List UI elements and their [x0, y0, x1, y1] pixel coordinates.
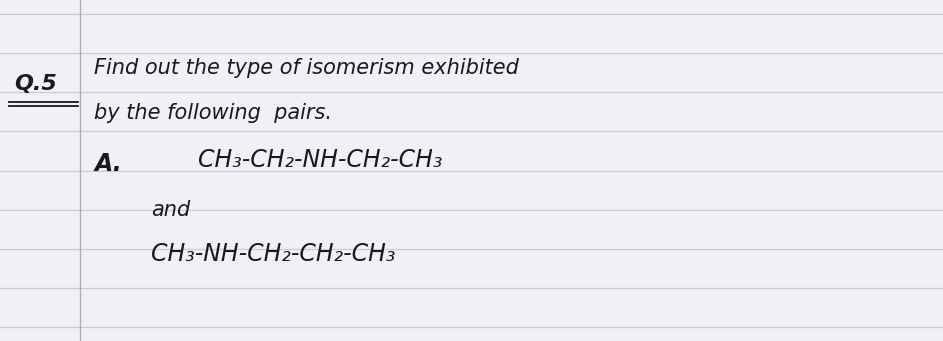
- Text: CH₃-CH₂-NH-CH₂-CH₃: CH₃-CH₂-NH-CH₂-CH₃: [198, 148, 442, 172]
- Text: Q.5: Q.5: [14, 74, 57, 93]
- Text: CH₃-NH-CH₂-CH₂-CH₃: CH₃-NH-CH₂-CH₂-CH₃: [151, 242, 395, 266]
- Text: A.: A.: [94, 152, 122, 176]
- Text: Find out the type of isomerism exhibited: Find out the type of isomerism exhibited: [94, 58, 520, 78]
- Text: and: and: [151, 200, 190, 220]
- Text: by the following  pairs.: by the following pairs.: [94, 103, 332, 122]
